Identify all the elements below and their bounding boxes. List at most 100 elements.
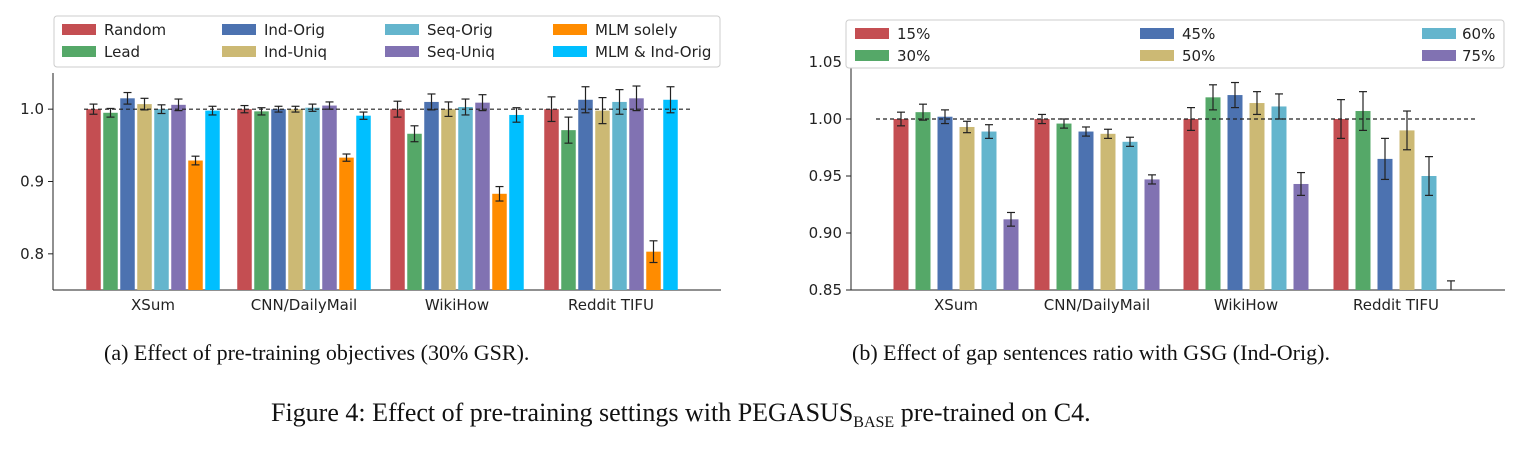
bar-a-mlm-ind-orig-wikihow [509,114,524,290]
bar-b-75-wikihow [1293,183,1309,290]
bar-b-30-wikihow [1205,97,1221,290]
bar-a-mlm-solely-wikihow [492,193,507,290]
legend-label-a-mlm-ind-orig: MLM & Ind-Orig [595,43,711,61]
figure-caption-suffix: pre-trained on C4. [894,398,1091,427]
figure-caption-subscript: BASE [853,414,895,432]
legend-swatch-b-50 [1140,50,1174,61]
bar-a-seq-uniq-cnn-dailymail [322,105,337,290]
bar-a-mlm-solely-cnn-dailymail [339,157,354,290]
bar-a-ind-uniq-cnn-dailymail [288,109,303,291]
bar-a-seq-uniq-xsum [171,104,186,291]
bar-a-mlm-ind-orig-cnn-dailymail [356,115,371,290]
legend-label-b-15: 15% [897,25,930,43]
bar-a-random-cnn-dailymail [237,109,252,291]
x-tick-label-b-xsum: XSum [934,296,978,314]
legend-swatch-b-60 [1422,28,1456,39]
legend-label-b-45: 45% [1182,25,1215,43]
legend-label-a-mlm-solely: MLM solely [595,21,678,39]
legend-label-b-75: 75% [1462,47,1495,65]
bar-a-ind-orig-cnn-dailymail [271,109,286,291]
legend-label-a-random: Random [104,21,166,39]
legend-swatch-b-75 [1422,50,1456,61]
x-tick-label-a-xsum: XSum [131,296,175,314]
y-tick-label-b: 0.95 [809,167,842,185]
bar-b-50-cnn-dailymail [1100,133,1116,290]
legend-swatch-a-lead [62,46,96,57]
bar-b-45-cnn-dailymail [1078,131,1094,290]
bar-b-15-xsum [893,119,909,290]
bar-a-lead-cnn-dailymail [254,111,269,290]
figure-caption-prefix: Figure 4: Effect of pre-training setting… [271,398,854,427]
legend-label-a-lead: Lead [104,43,140,61]
bar-a-ind-orig-reddit-tifu [578,99,593,290]
chart-a-objectives: 0.8 0.9 1.0 XSum CNN/DailyMail WikiHow Reddit … [20,15,721,314]
bar-b-30-cnn-dailymail [1056,123,1072,290]
bar-a-lead-reddit-tifu [561,130,576,290]
legend-label-a-ind-uniq: Ind-Uniq [264,43,327,61]
bar-a-seq-orig-xsum [154,109,169,291]
x-tick-label-a-wikihow: WikiHow [425,296,489,314]
bar-a-seq-orig-wikihow [458,106,473,290]
y-tick-label-a: 0.8 [20,245,44,263]
legend-swatch-a-random [62,24,96,35]
bar-b-15-reddit-tifu [1333,119,1349,290]
bar-a-lead-xsum [103,112,118,291]
bar-a-mlm-ind-orig-reddit-tifu [663,99,678,290]
y-tick-label-a: 1.0 [20,100,44,118]
legend-swatch-b-15 [855,28,889,39]
legend-label-a-seq-uniq: Seq-Uniq [427,43,495,61]
bar-b-60-xsum [981,131,997,290]
bar-b-15-cnn-dailymail [1034,119,1050,290]
x-tick-label-a-reddit-tifu: Reddit TIFU [568,296,654,314]
figure-caption: Figure 4: Effect of pre-training setting… [271,398,1091,432]
bar-a-seq-uniq-wikihow [475,102,490,290]
legend-label-b-60: 60% [1462,25,1495,43]
bar-b-30-reddit-tifu [1355,111,1371,291]
legend-box-b [845,19,1505,69]
bar-a-ind-uniq-xsum [137,104,152,290]
bar-a-ind-orig-wikihow [424,101,439,290]
bar-b-45-reddit-tifu [1377,158,1393,290]
bar-a-mlm-ind-orig-xsum [205,110,220,290]
bar-b-60-wikihow [1271,106,1287,291]
legend-swatch-b-45 [1140,28,1174,39]
bar-b-45-wikihow [1227,95,1243,290]
bar-a-random-reddit-tifu [544,109,559,291]
chart-b-gap-ratio: 0.85 0.90 0.95 1.00 1.05 XSum CNN/DailyMail Wik… [809,19,1505,314]
bar-b-75-xsum [1003,219,1019,290]
x-tick-label-b-wikihow: WikiHow [1214,296,1278,314]
bar-a-ind-orig-xsum [120,98,135,290]
bar-a-lead-wikihow [407,133,422,290]
bar-b-50-reddit-tifu [1399,130,1415,290]
y-tick-label-a: 0.9 [20,173,44,191]
legend-label-b-30: 30% [897,47,930,65]
legend-swatch-a-ind-uniq [222,46,256,57]
bar-a-mlm-solely-xsum [188,160,203,290]
bar-a-seq-orig-reddit-tifu [612,101,627,290]
bar-b-50-xsum [959,126,975,290]
bar-b-15-wikihow [1183,119,1199,290]
legend-swatch-a-mlm-solely [553,24,587,35]
bar-a-seq-orig-cnn-dailymail [305,107,320,290]
bar-a-seq-uniq-reddit-tifu [629,98,644,290]
legend-label-b-50: 50% [1182,47,1215,65]
bar-a-ind-uniq-reddit-tifu [595,110,610,290]
bar-a-random-wikihow [390,109,405,291]
legend-swatch-b-30 [855,50,889,61]
legend-label-a-seq-orig: Seq-Orig [427,21,493,39]
bar-b-45-xsum [937,116,953,290]
legend-swatch-a-ind-orig [222,24,256,35]
x-tick-label-b-reddit-tifu: Reddit TIFU [1353,296,1439,314]
x-tick-label-a-cnn-dailymail: CNN/DailyMail [251,296,357,314]
bar-b-30-xsum [915,112,931,290]
legend-swatch-a-mlm-ind-orig [553,46,587,57]
x-tick-label-b-cnn-dailymail: CNN/DailyMail [1044,296,1150,314]
caption-b: (b) Effect of gap sentences ratio with G… [852,340,1330,365]
legend-swatch-a-seq-uniq [385,46,419,57]
bar-a-random-xsum [86,109,101,291]
bar-a-mlm-solely-reddit-tifu [646,251,661,290]
caption-a: (a) Effect of pre-training objectives (3… [104,340,530,365]
bar-b-60-cnn-dailymail [1122,141,1138,290]
legend-swatch-a-seq-orig [385,24,419,35]
